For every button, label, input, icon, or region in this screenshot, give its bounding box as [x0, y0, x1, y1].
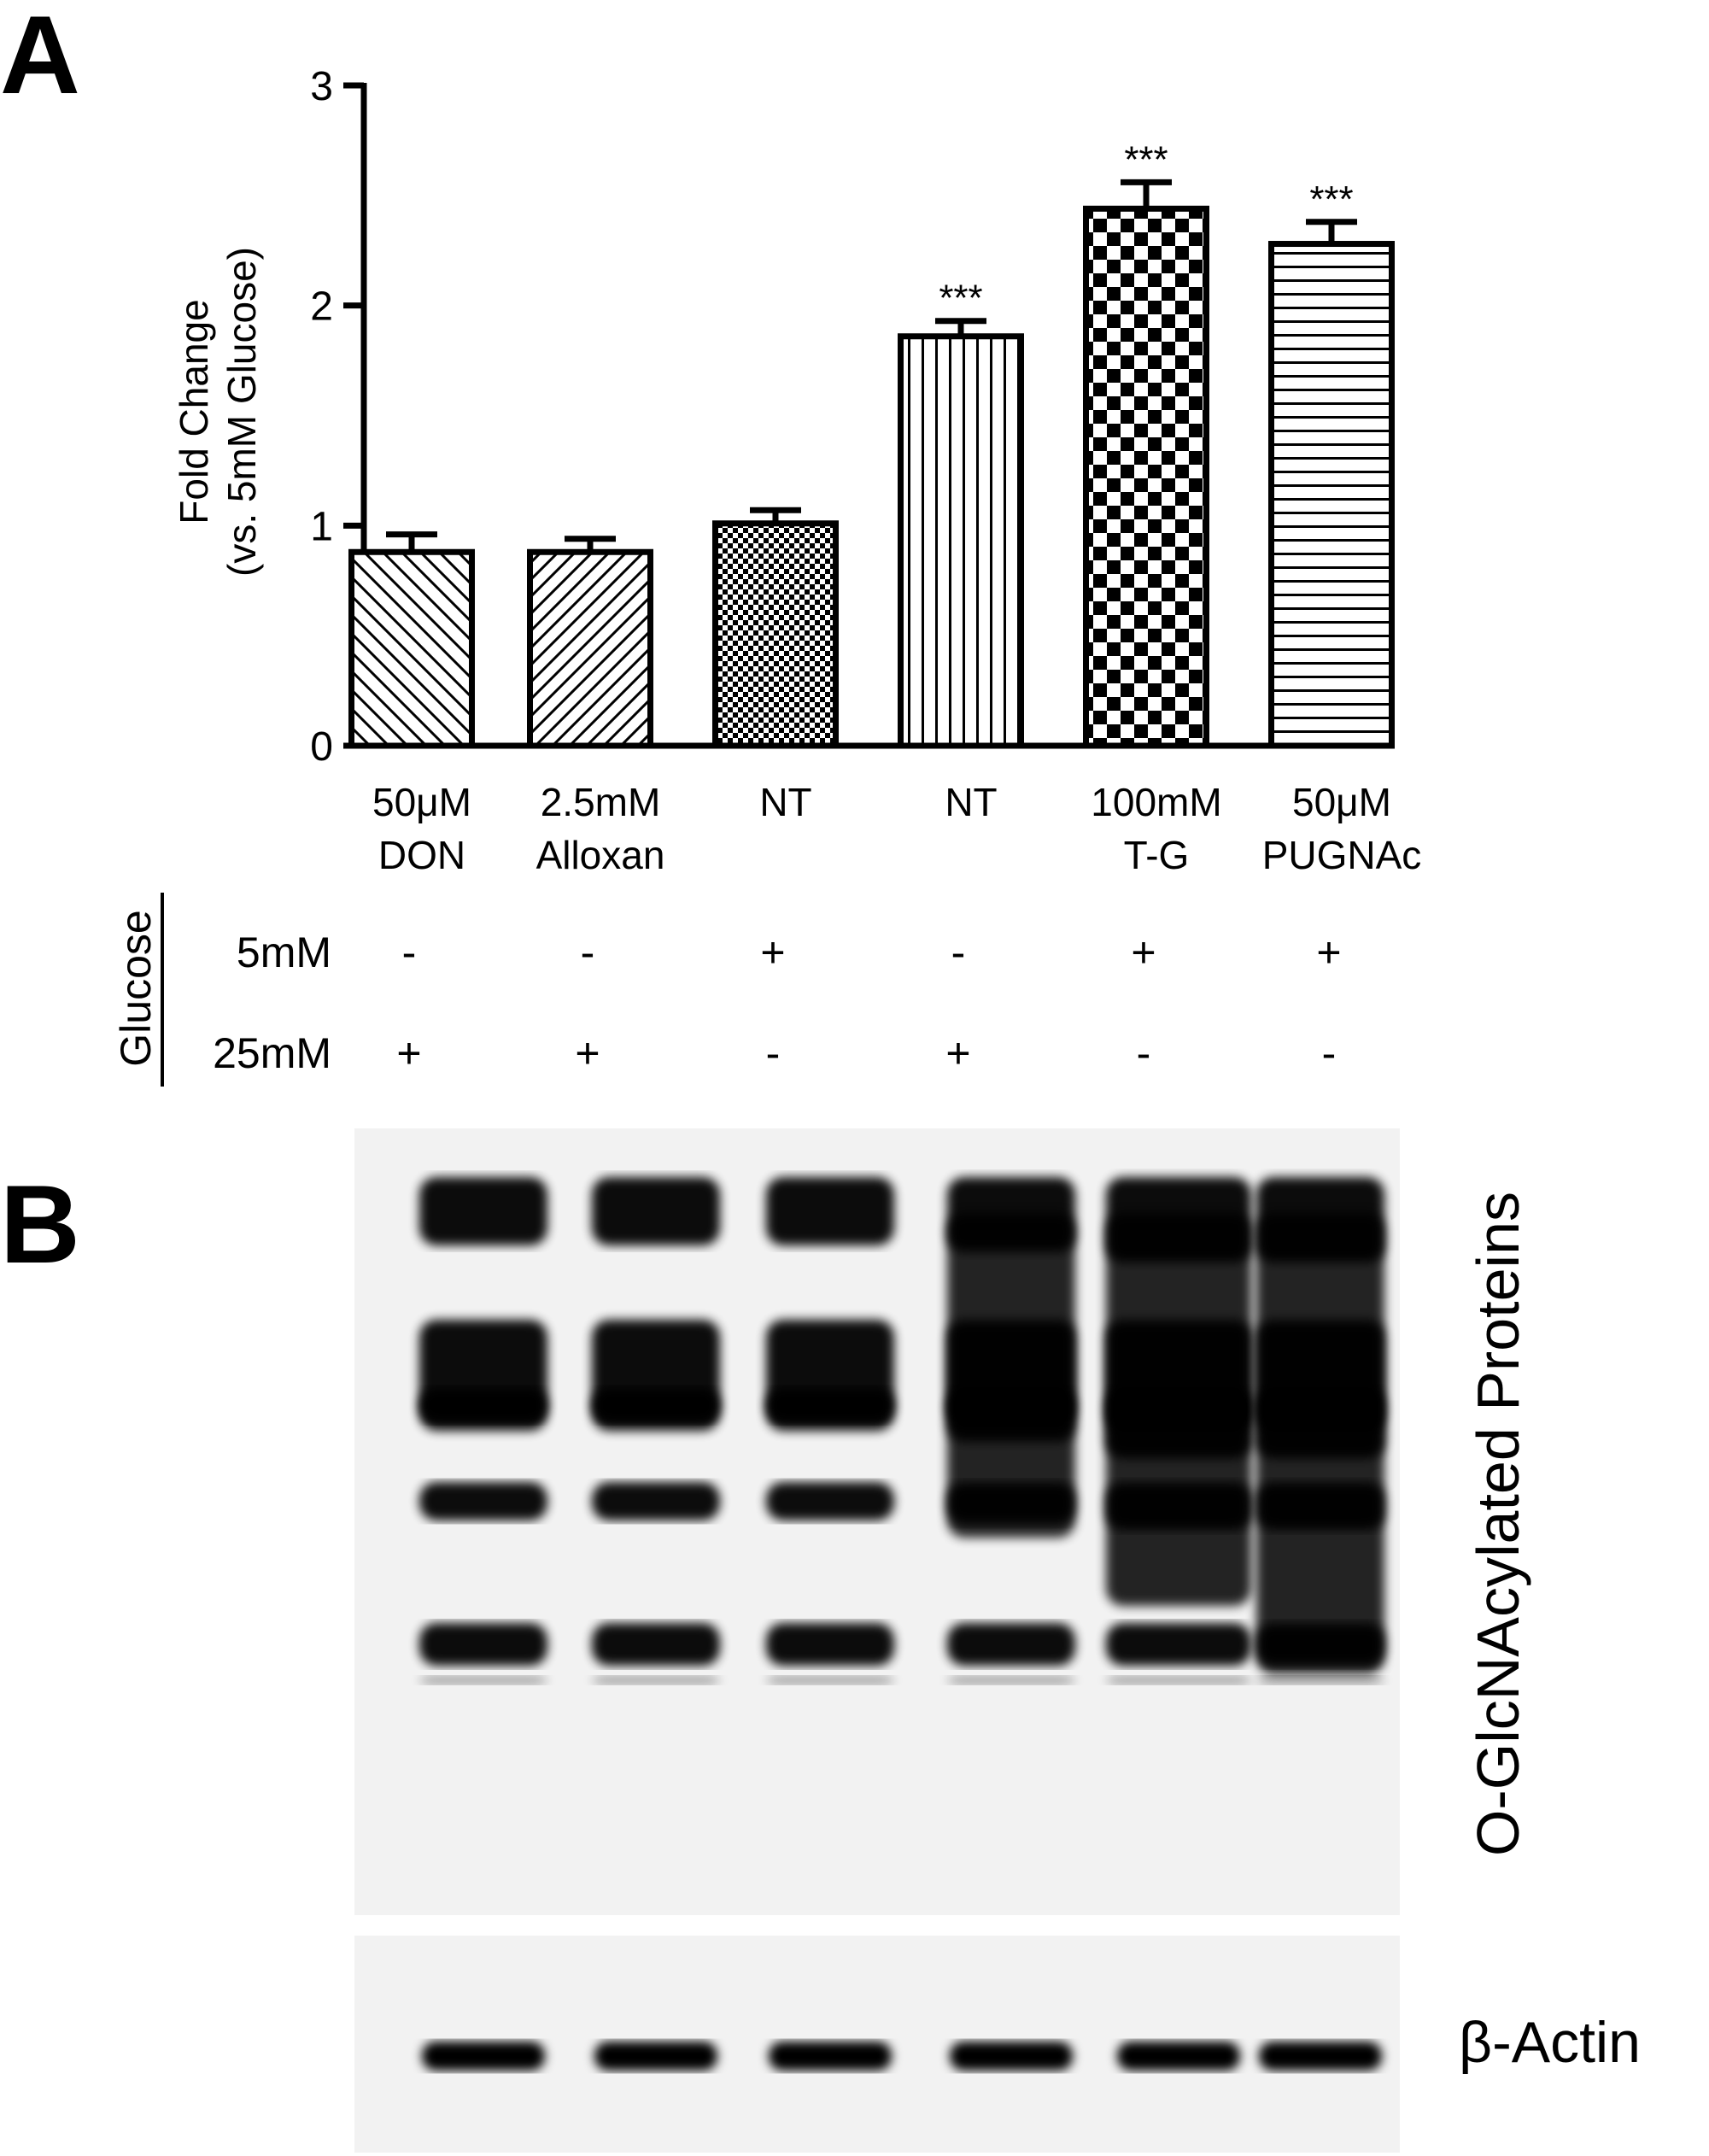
blot-band	[592, 1177, 720, 1245]
blot-band	[766, 1623, 894, 1666]
x-tick-label: NT	[759, 780, 811, 824]
blot-band	[1117, 2042, 1240, 2071]
condition-mark: -	[951, 929, 966, 976]
blot-band	[1259, 2042, 1382, 2071]
blot-band	[1106, 1676, 1251, 1684]
condition-mark: -	[1322, 1029, 1337, 1077]
blot-smear	[1106, 1213, 1251, 1606]
condition-mark: +	[1316, 929, 1341, 976]
y-tick-label: 2	[310, 284, 333, 330]
x-tick-label: 50μM	[1292, 780, 1391, 824]
blot-band	[766, 1676, 894, 1684]
blot-band	[950, 2042, 1073, 2071]
blot-smear	[947, 1213, 1075, 1538]
y-axis-title-line: Fold Change	[172, 299, 216, 524]
bar	[527, 548, 653, 749]
bar	[712, 520, 839, 749]
blot-band	[592, 1482, 720, 1520]
blot-band	[592, 1676, 720, 1684]
significance-label: ***	[1309, 179, 1353, 220]
blot-band	[766, 1177, 894, 1245]
blot-band	[419, 1388, 547, 1422]
condition-row-label: 5mM	[237, 929, 331, 976]
x-tick-label: NT	[945, 780, 997, 824]
significance-label: ***	[939, 278, 982, 319]
condition-label: Glucose	[112, 910, 160, 1066]
condition-mark: +	[945, 1029, 970, 1077]
y-axis-title: Fold Change (vs. 5mM Glucose)	[172, 247, 264, 577]
x-tick-label: T-G	[1124, 833, 1190, 877]
bar	[348, 548, 475, 749]
y-tick-label: 3	[310, 64, 333, 109]
bar	[898, 333, 1024, 749]
x-tick-label: 50μM	[372, 780, 471, 824]
x-tick-label: DON	[378, 833, 465, 877]
condition-mark: -	[1137, 1029, 1151, 1077]
blot-band	[947, 1676, 1075, 1684]
y-tick-label: 0	[310, 724, 333, 770]
blot-band	[1256, 1676, 1384, 1684]
panel-label: B	[0, 1162, 80, 1286]
x-tick-label: 2.5mM	[541, 780, 661, 824]
significance-label: ***	[1124, 138, 1168, 180]
blot-label: O-GlcNAcylated Proteins	[1465, 1192, 1531, 1856]
blot-band	[592, 1623, 720, 1666]
x-tick-label: Alloxan	[536, 833, 665, 877]
blot-band	[422, 2042, 545, 2071]
panel-label: A	[0, 0, 80, 117]
blot-band	[419, 1482, 547, 1520]
blot-band	[766, 1482, 894, 1520]
condition-mark: +	[1131, 929, 1156, 976]
blot-band	[1106, 1623, 1251, 1666]
blot-band	[766, 1388, 894, 1422]
y-axis-title-line: (vs. 5mM Glucose)	[219, 247, 264, 577]
blot-label: β-Actin	[1459, 2010, 1641, 2075]
blot-smear	[1256, 1213, 1384, 1674]
y-tick-label: 1	[310, 504, 333, 549]
bar	[1083, 205, 1209, 749]
condition-mark: +	[396, 1029, 421, 1077]
condition-mark: +	[575, 1029, 600, 1077]
condition-mark: -	[402, 929, 417, 976]
condition-mark: +	[760, 929, 785, 976]
blot-band	[592, 1388, 720, 1422]
western-blot	[354, 1128, 1400, 2153]
bar	[1268, 241, 1395, 749]
blot-band	[419, 1623, 547, 1666]
condition-mark: -	[581, 929, 595, 976]
blot-band	[769, 2042, 892, 2071]
blot-band	[419, 1177, 547, 1245]
condition-row-label: 25mM	[213, 1029, 331, 1077]
x-tick-label: PUGNAc	[1262, 833, 1422, 877]
condition-mark: -	[766, 1029, 781, 1077]
blot-band	[419, 1676, 547, 1684]
blot-band	[594, 2042, 717, 2071]
x-tick-label: 100mM	[1091, 780, 1221, 824]
blot-band	[947, 1623, 1075, 1666]
